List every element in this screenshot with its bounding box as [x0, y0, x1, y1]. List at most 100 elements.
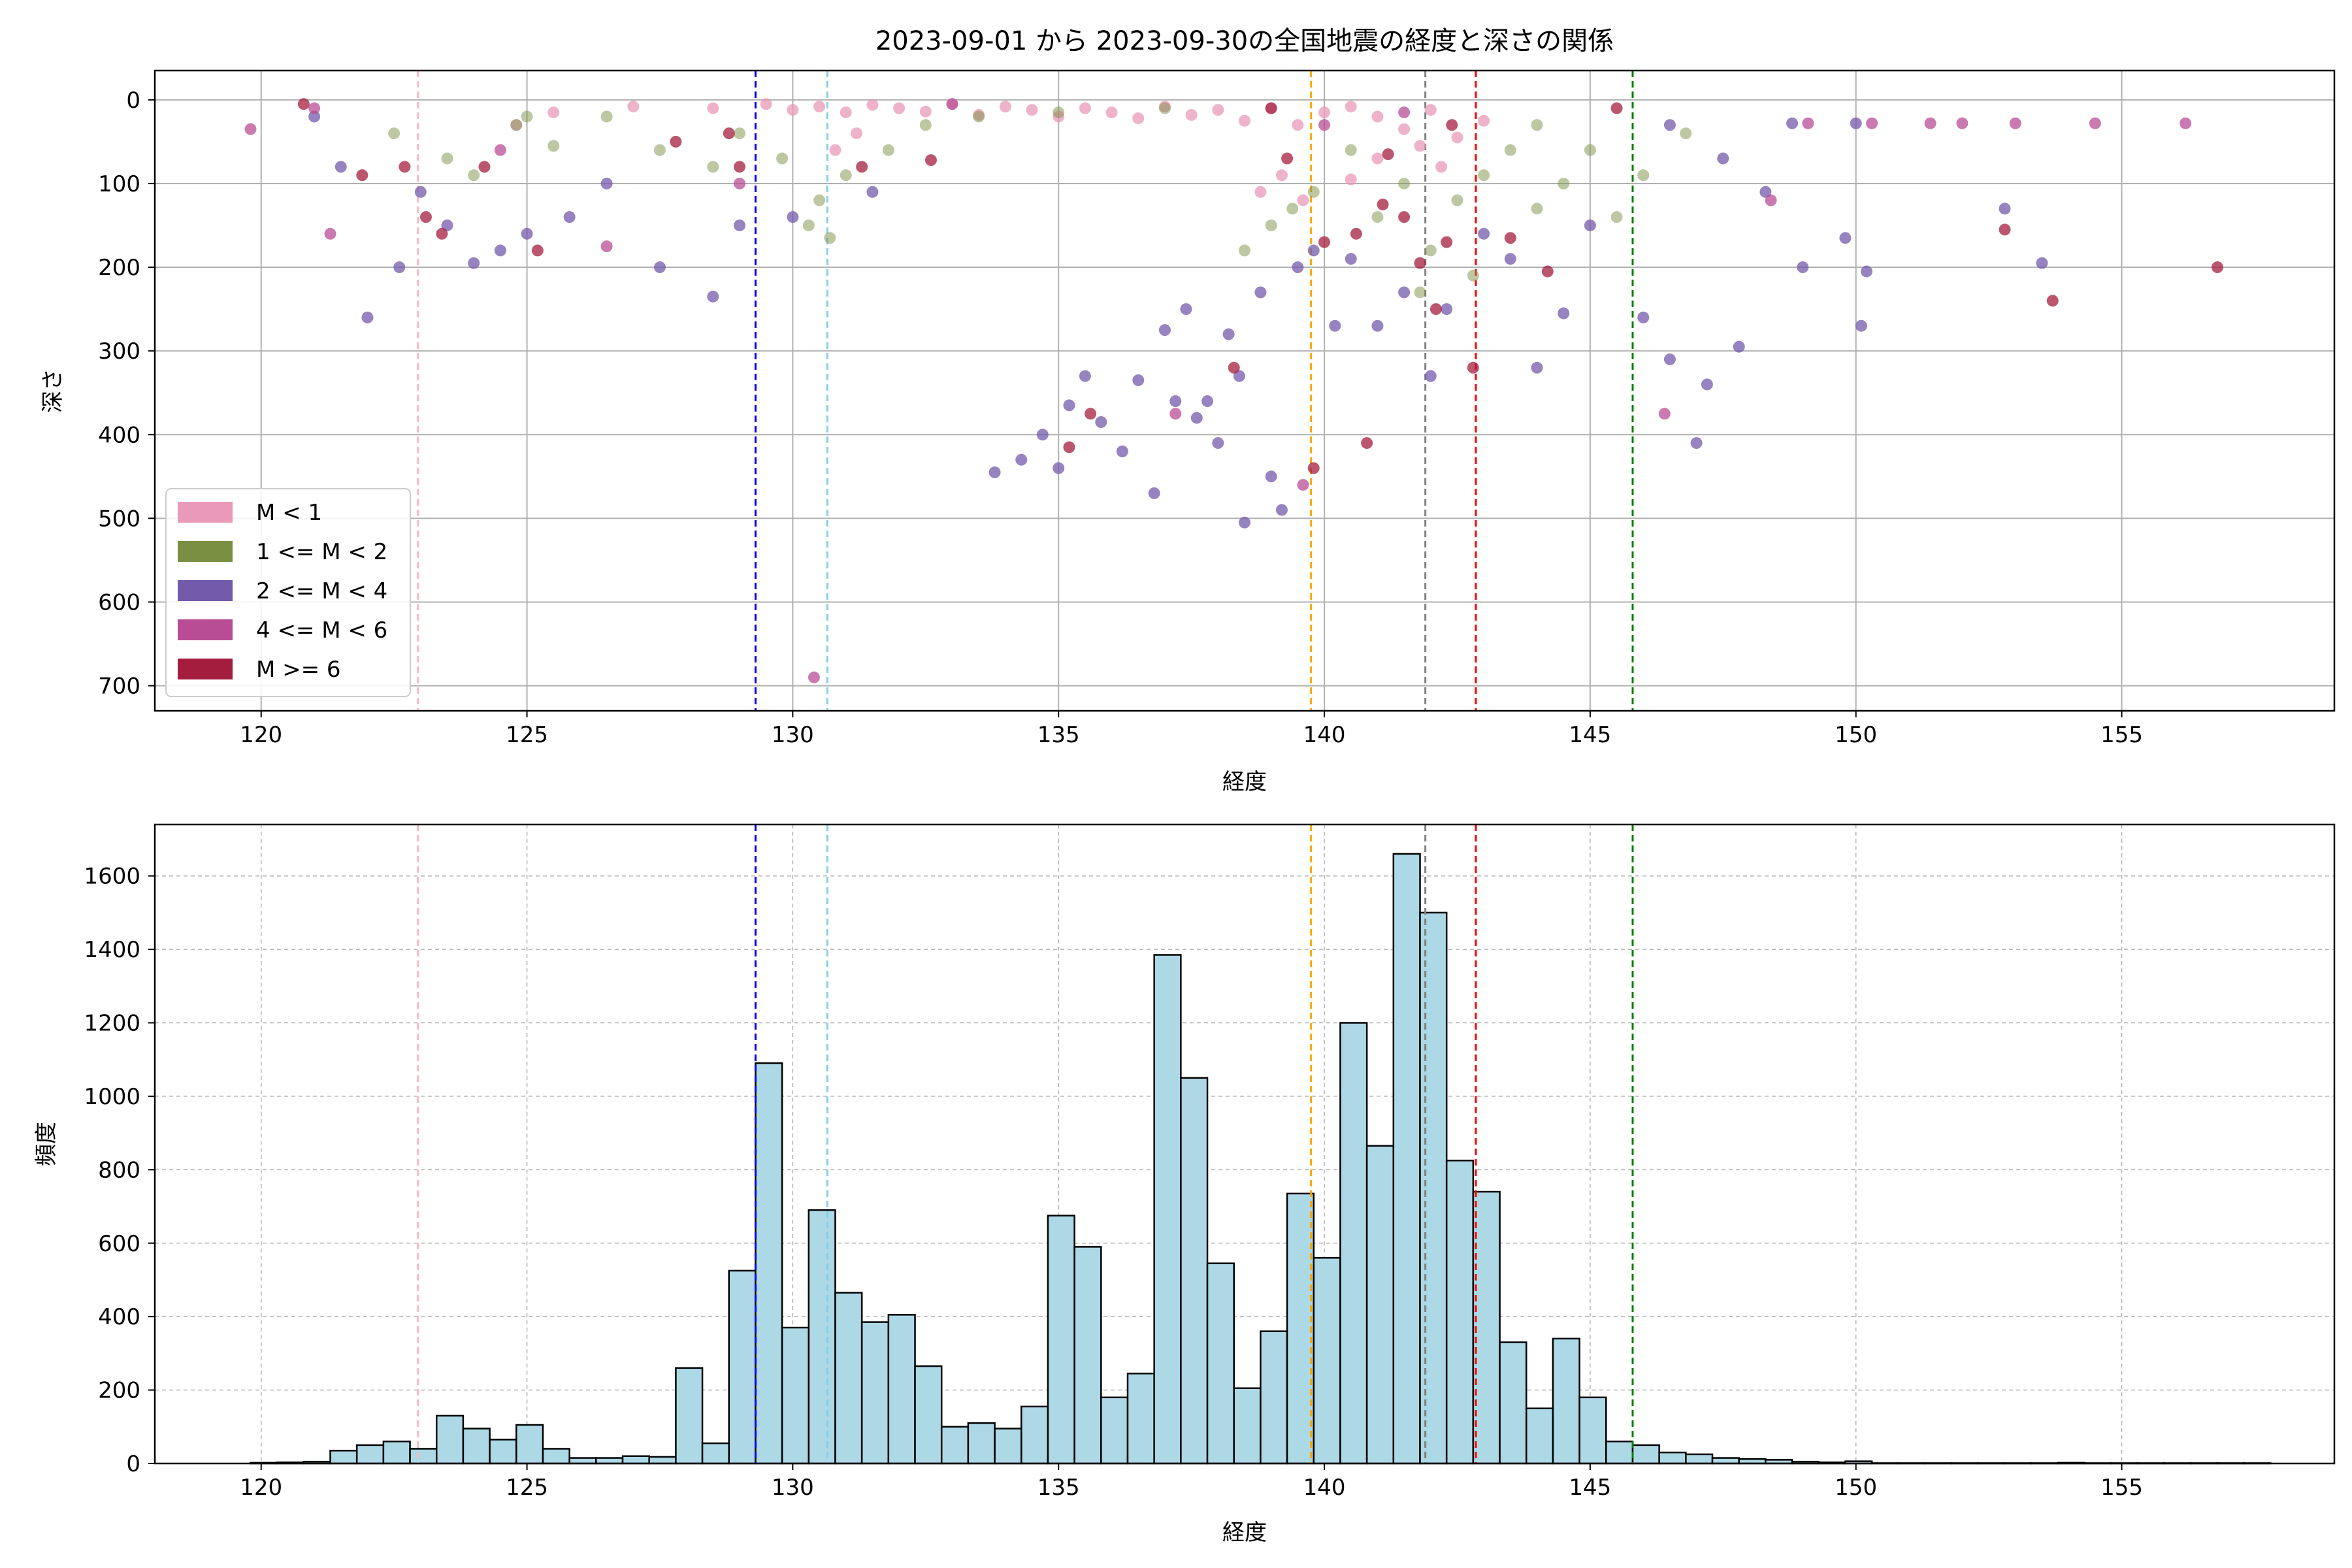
scatter-y-tick-label: 600 [98, 589, 140, 615]
scatter-point [866, 186, 879, 198]
histogram-x-axis-label: 経度 [1222, 1520, 1267, 1546]
scatter-point [414, 186, 427, 198]
histogram-plot-frame [154, 823, 2336, 1465]
scatter-point [973, 110, 985, 123]
scatter-point [919, 105, 932, 118]
histogram-grid [155, 825, 2334, 1464]
scatter-point [1435, 161, 1448, 173]
histogram-bar [1578, 1396, 1607, 1465]
scatter-point [1228, 361, 1240, 374]
scatter-point [1371, 110, 1384, 123]
scatter-point [813, 101, 826, 113]
histogram-bar [675, 1367, 704, 1465]
histogram-bar [1605, 1441, 1634, 1465]
scatter-point [1451, 194, 1463, 206]
scatter-point [563, 211, 576, 223]
scatter-x-tick-label: 145 [1569, 722, 1611, 748]
histogram-bar [1419, 911, 1448, 1465]
scatter-point [1132, 112, 1145, 125]
scatter-point [478, 161, 491, 173]
histogram-bar [914, 1365, 943, 1465]
scatter-point [1148, 487, 1160, 499]
scatter-point [419, 211, 432, 223]
legend-label: 4 <= M < 6 [256, 617, 387, 644]
scatter-point [547, 106, 560, 119]
scatter-point [1531, 203, 1543, 215]
histogram-bar [621, 1455, 650, 1465]
scatter-point [1239, 244, 1250, 257]
histogram-bar [435, 1414, 465, 1465]
scatter-point [1169, 408, 1182, 420]
scatter-point [1414, 140, 1426, 152]
scatter-point [924, 154, 937, 167]
scatter-point [1701, 378, 1713, 391]
histogram-bar [808, 1209, 836, 1465]
scatter-point [707, 102, 719, 114]
scatter-point [1095, 416, 1107, 429]
legend-frame [165, 488, 411, 697]
histogram-bar [1685, 1453, 1714, 1465]
scatter-point [1797, 261, 1809, 274]
scatter-point [851, 127, 863, 140]
scatter-point [1345, 253, 1357, 265]
scatter-point [1079, 102, 1091, 114]
scatter-point [1478, 169, 1490, 182]
scatter-point [521, 227, 533, 240]
histogram-reference-lines [417, 825, 1634, 1463]
scatter-point [1717, 152, 1729, 165]
scatter-point [2009, 117, 2021, 129]
scatter-point [297, 98, 310, 110]
histogram-bar [994, 1428, 1022, 1465]
histogram-bar [1711, 1457, 1740, 1465]
scatter-point [1239, 114, 1250, 127]
scatter-point [1637, 311, 1650, 323]
scatter-point [734, 219, 746, 231]
scatter-point [468, 169, 480, 182]
scatter-point [1361, 437, 1373, 449]
scatter-point [1036, 429, 1049, 441]
scatter-point [1371, 152, 1384, 165]
legend-swatch [178, 659, 233, 679]
histogram-y-tick-label: 1000 [84, 1084, 140, 1110]
histogram-x-tick-label: 135 [1037, 1475, 1080, 1501]
histogram-bar [1658, 1451, 1687, 1465]
scatter-point [2180, 117, 2192, 129]
scatter-legend: M < 1 1 <= M < 2 2 <= M < 4 4 <= M < 6 M >= … [165, 488, 411, 697]
legend-swatch [178, 502, 233, 523]
scatter-point [1254, 286, 1267, 299]
scatter-point [1297, 479, 1309, 491]
scatter-point [1307, 244, 1320, 257]
legend-swatch [178, 541, 233, 562]
scatter-point [1345, 101, 1357, 113]
scatter-point [808, 671, 820, 683]
legend-label: M < 1 [256, 500, 322, 526]
scatter-point [1786, 117, 1799, 129]
scatter-x-tick-label: 155 [2100, 722, 2143, 748]
scatter-point [734, 127, 746, 140]
scatter-point [1999, 203, 2011, 215]
histogram-panel: 120 125 130 135 140 145 150 155 0 200 400 600 800 100… [33, 823, 2336, 1546]
scatter-point [1265, 102, 1277, 114]
histogram-y-tick-label: 1400 [84, 937, 140, 963]
scatter-y-tick-label: 500 [98, 506, 140, 532]
histogram-bar [940, 1426, 970, 1465]
scatter-point [388, 127, 400, 140]
scatter-point [1265, 219, 1277, 231]
histogram-bar [781, 1326, 810, 1465]
histogram-bar [755, 1062, 783, 1465]
scatter-x-tick-label: 150 [1835, 722, 1877, 748]
legend-label: 1 <= M < 2 [256, 539, 387, 565]
scatter-point [1531, 361, 1543, 374]
scatter-point [1441, 236, 1453, 248]
histogram-bar [1260, 1330, 1288, 1465]
histogram-y-tick-label: 1600 [84, 864, 140, 890]
scatter-point [1345, 144, 1357, 156]
scatter-point [393, 261, 406, 274]
scatter-point [840, 106, 852, 119]
scatter-point [399, 161, 411, 173]
scatter-point [1424, 104, 1437, 116]
scatter-points [244, 98, 2223, 683]
scatter-point [1318, 236, 1331, 248]
histogram-bars [250, 853, 2272, 1465]
scatter-point [244, 123, 257, 135]
